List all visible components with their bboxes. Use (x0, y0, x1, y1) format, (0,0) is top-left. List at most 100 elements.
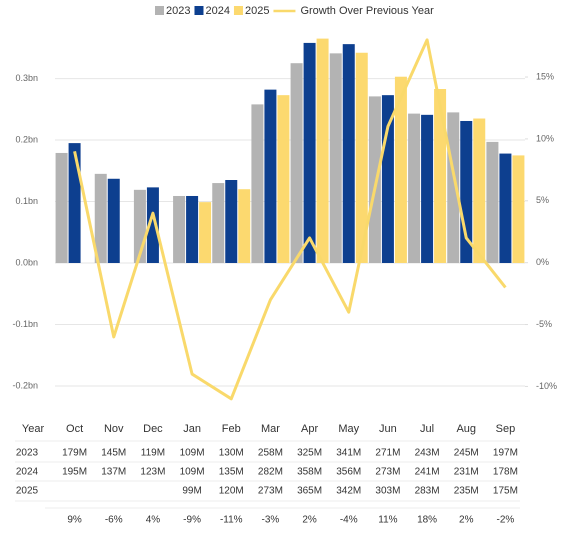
bar (290, 63, 303, 263)
table-cell: 179M (62, 448, 87, 459)
table-row-label: 2024 (16, 467, 39, 478)
y-tick-label: 0.0bn (15, 257, 38, 267)
bar (473, 118, 486, 263)
table-cell: 342M (336, 486, 361, 497)
bar (368, 96, 381, 263)
table-cell: 135M (219, 467, 244, 478)
table-cell: 130M (219, 448, 244, 459)
y-tick-label: -0.2bn (12, 380, 38, 390)
table-cell: 303M (375, 486, 400, 497)
bar (146, 187, 159, 263)
bar (486, 141, 499, 263)
bar (499, 153, 512, 263)
table-cell: 356M (336, 467, 361, 478)
table-cell: 282M (258, 467, 283, 478)
table-cell: 18% (417, 515, 437, 526)
table-cell: -9% (183, 515, 201, 526)
legend-label: 2023 (166, 5, 190, 17)
y2-tick-label: 0% (536, 257, 549, 267)
table-header: Jan (183, 423, 201, 435)
bar (329, 53, 342, 263)
table-cell: 2% (459, 515, 474, 526)
bar (434, 89, 447, 263)
bar (94, 173, 107, 263)
table-cell: 358M (297, 467, 322, 478)
table-cell: 245M (454, 448, 479, 459)
table-cell: 4% (146, 515, 161, 526)
table-cell: 11% (378, 515, 397, 526)
bar (512, 155, 525, 263)
y-tick-label: -0.1bn (12, 319, 38, 329)
table-cell: -4% (340, 515, 358, 526)
bar (68, 143, 81, 263)
table-row-label: 2023 (16, 448, 39, 459)
table-cell: 365M (297, 486, 322, 497)
table-cell: 235M (454, 486, 479, 497)
bar (55, 152, 68, 263)
legend-swatch (233, 6, 243, 15)
table-header: Jun (379, 423, 397, 435)
table-cell: 273M (258, 486, 283, 497)
bar (212, 183, 225, 263)
table-cell: 120M (219, 486, 244, 497)
y-tick-label: 0.3bn (15, 73, 38, 83)
growth-line (73, 38, 507, 401)
y2-tick-label: 5% (536, 195, 549, 205)
table-cell: 178M (493, 467, 518, 478)
table-header: Nov (104, 423, 124, 435)
bar (238, 189, 251, 263)
table-row-label: 2025 (16, 486, 39, 497)
bar (199, 202, 212, 263)
table-cell: 175M (493, 486, 518, 497)
table-header: Dec (143, 423, 163, 435)
table-cell: -6% (105, 515, 123, 526)
table-cell: 283M (415, 486, 440, 497)
table-header: Apr (301, 423, 318, 435)
table-cell: 109M (180, 467, 205, 478)
bar (316, 38, 329, 263)
table-header: Year (22, 423, 45, 435)
table-cell: 195M (62, 467, 87, 478)
bar (303, 42, 316, 263)
table-cell: 9% (67, 515, 82, 526)
legend-label: 2025 (245, 5, 269, 17)
bar (225, 180, 238, 263)
y2-tick-label: -10% (536, 381, 557, 391)
table-cell: 109M (180, 448, 205, 459)
legend-label: Growth Over Previous Year (300, 5, 434, 17)
legend-swatch (194, 6, 204, 15)
table-cell: -2% (497, 515, 515, 526)
table-cell: 341M (336, 448, 361, 459)
legend-swatch (155, 6, 164, 15)
table-cell: 145M (101, 448, 126, 459)
bar (107, 178, 120, 263)
y-tick-label: 0.2bn (15, 134, 38, 144)
table-cell: 273M (375, 467, 400, 478)
table-cell: 271M (375, 448, 400, 459)
y2-tick-label: 15% (536, 71, 554, 81)
y-tick-label: 0.1bn (15, 196, 38, 206)
table-header: Sep (496, 423, 516, 435)
bar (355, 52, 368, 263)
bar (408, 113, 421, 263)
table-header: Oct (66, 423, 83, 435)
bar (173, 195, 186, 263)
y2-tick-label: 10% (536, 133, 554, 143)
bar (251, 104, 264, 263)
table-cell: 137M (101, 467, 126, 478)
table-header: Mar (261, 423, 280, 435)
bar (342, 44, 355, 263)
table-cell: 325M (297, 448, 322, 459)
bar (394, 76, 407, 263)
table-cell: 231M (454, 467, 479, 478)
table-cell: -3% (262, 515, 280, 526)
bar (186, 195, 199, 263)
bar (264, 89, 277, 263)
legend-label: 2024 (205, 5, 229, 17)
table-cell: 241M (415, 467, 440, 478)
table-cell: 119M (141, 448, 165, 459)
table-header: Aug (456, 423, 476, 435)
table-cell: 197M (493, 448, 518, 459)
table-cell: 99M (182, 486, 201, 497)
